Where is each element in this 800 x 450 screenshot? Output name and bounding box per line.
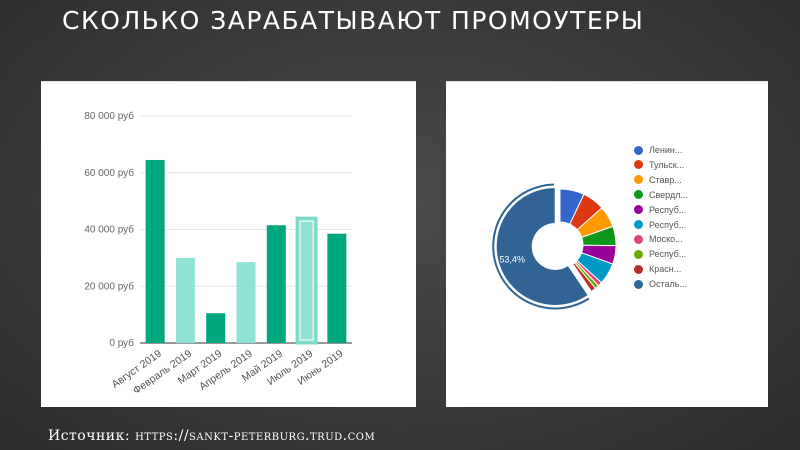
- bar-chart: 0 руб 20 000 руб 40 000 руб 60 000 руб 80 00…: [84, 110, 352, 397]
- legend-swatch: [634, 264, 643, 274]
- legend-item[interactable]: Тульск...: [634, 158, 684, 172]
- pie-slice[interactable]: [572, 262, 597, 293]
- legend-item[interactable]: Респуб...: [634, 218, 686, 232]
- bar-chart-panel: 0 руб 20 000 руб 40 000 руб 60 000 руб 80 00…: [41, 81, 416, 407]
- legend-label: Респуб...: [649, 219, 687, 230]
- legend-swatch: [634, 249, 643, 259]
- slide-title: СКОЛЬКО ЗАРАБАТЫВАЮТ ПРОМОУТЕРЫ: [62, 6, 645, 35]
- bar[interactable]: [206, 313, 226, 343]
- bar[interactable]: [327, 233, 347, 343]
- y-tick-label: 60 000 руб: [84, 167, 134, 179]
- source-url: https://sankt-peterburg.trud.com: [135, 428, 376, 444]
- legend-swatch: [634, 279, 643, 289]
- legend-item[interactable]: Ставр...: [634, 173, 682, 187]
- legend-item[interactable]: Респуб...: [634, 203, 686, 217]
- slice-highlight-ring: [492, 183, 590, 310]
- legend-item[interactable]: Свердл...: [634, 188, 688, 202]
- y-tick-label: 20 000 руб: [84, 280, 134, 292]
- legend-swatch: [634, 145, 643, 155]
- pie-chart-panel: 53,4% Ленин... Тульск... Ставр... Свердл...…: [446, 81, 768, 407]
- pie-slice[interactable]: [495, 186, 589, 306]
- bar[interactable]: [236, 262, 256, 343]
- legend-label: Респуб...: [649, 204, 687, 215]
- bar-highlight: [299, 220, 314, 341]
- y-tick-label: 0 руб: [109, 337, 134, 349]
- y-tick-label: 80 000 руб: [84, 110, 134, 122]
- legend-swatch: [634, 160, 643, 170]
- legend-label: Ставр...: [649, 174, 682, 185]
- legend-swatch: [634, 175, 643, 185]
- bar[interactable]: [175, 257, 195, 343]
- legend-swatch: [634, 234, 643, 244]
- slice-data-label: 53,4%: [499, 255, 525, 265]
- bar[interactable]: [295, 216, 318, 345]
- donut-chart: 53,4%: [492, 183, 617, 310]
- legend-item[interactable]: Красн...: [634, 262, 681, 276]
- legend-swatch: [634, 220, 643, 229]
- legend-label: Свердл...: [649, 189, 688, 200]
- legend-swatch: [634, 190, 643, 200]
- legend-label: Моско...: [649, 234, 683, 245]
- y-tick-label: 40 000 руб: [84, 224, 134, 236]
- legend-label: Тульск...: [649, 159, 685, 170]
- legend-label: Респуб...: [649, 249, 687, 260]
- source-prefix: Источник:: [48, 428, 136, 444]
- legend-item[interactable]: Моско...: [634, 232, 683, 246]
- bar[interactable]: [266, 225, 286, 343]
- bar[interactable]: [145, 159, 165, 343]
- legend-item[interactable]: Респуб...: [634, 247, 686, 261]
- legend-swatch: [634, 205, 643, 215]
- source-note: Источник: https://sankt-peterburg.trud.c…: [48, 428, 375, 444]
- legend-label: Ленин...: [649, 145, 683, 155]
- legend-label: Осталь...: [649, 279, 687, 290]
- legend-item[interactable]: Осталь...: [634, 277, 687, 291]
- legend-label: Красн...: [649, 264, 682, 275]
- legend-item[interactable]: Ленин...: [634, 143, 682, 157]
